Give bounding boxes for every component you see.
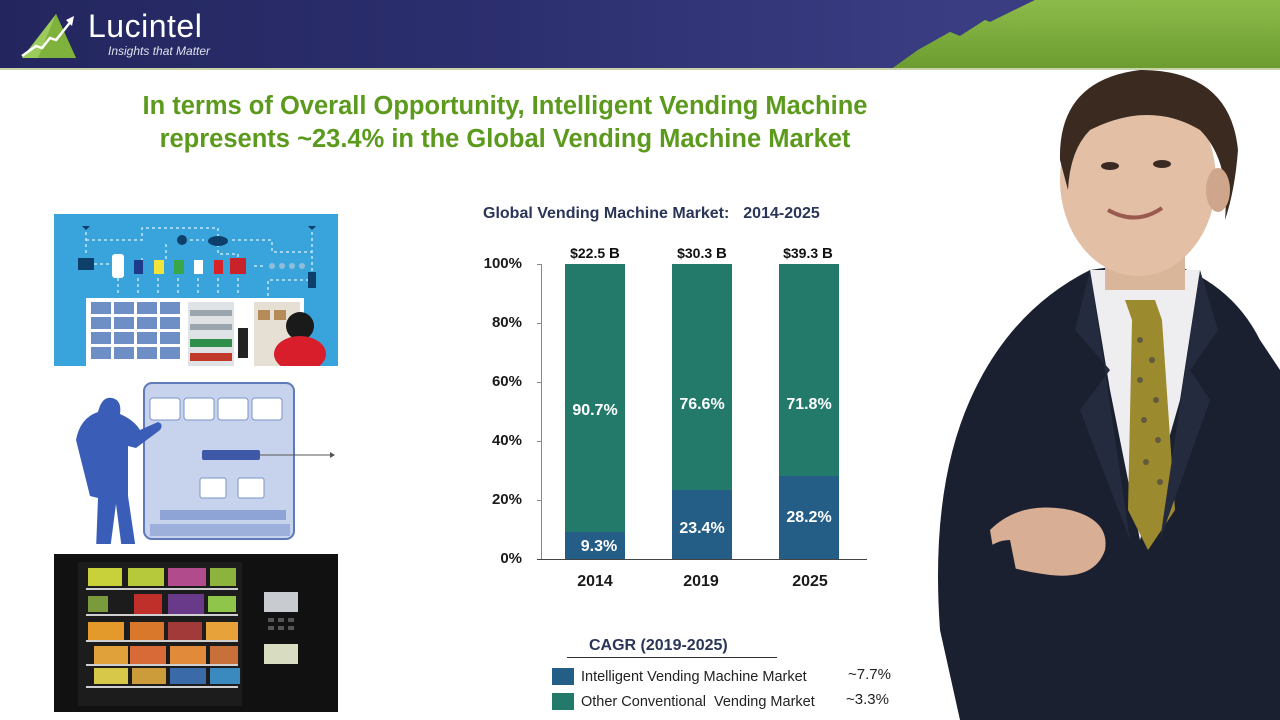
- chart-title-years: 2014-2025: [743, 205, 820, 222]
- presenter-video-overlay: [900, 70, 1280, 720]
- y-axis: [541, 264, 542, 560]
- y-tick: [537, 500, 542, 501]
- stacked-bar-2019: 76.6% 23.4%: [672, 264, 732, 559]
- y-tick: [537, 264, 542, 265]
- smart-vending-network-illustration: [54, 214, 338, 366]
- segment-value-label: 90.7%: [572, 402, 618, 419]
- y-tick-label: 100%: [483, 255, 522, 272]
- bar-segment-intelligent: 28.2%: [779, 476, 839, 559]
- legend-title-underline: [567, 657, 777, 658]
- x-axis: [537, 559, 867, 560]
- legend-swatch: [552, 668, 574, 685]
- bar-total-label: $39.3 B: [783, 245, 833, 262]
- legend-label: Intelligent Vending Machine Market: [581, 668, 807, 685]
- bar-segment-intelligent: 23.4%: [672, 490, 732, 559]
- snack-machine-icon: [54, 554, 338, 712]
- legend-swatch: [552, 693, 574, 710]
- segment-value-label: 9.3%: [580, 538, 618, 555]
- brand-logo: [18, 8, 80, 60]
- slide-title-line-2: represents ~23.4% in the Global Vending …: [159, 125, 851, 153]
- header-banner: Lucintel Insights that Matter: [0, 0, 1280, 70]
- chart-title: Global Vending Machine Market: 2014-2025: [483, 205, 820, 223]
- stacked-bar-2025: 71.8% 28.2%: [779, 264, 839, 559]
- bar-segment-other: 71.8%: [779, 264, 839, 476]
- vending-controller-diagram: [54, 378, 338, 544]
- brand-tagline: Insights that Matter: [108, 44, 211, 58]
- legend-cagr-value: ~3.3%: [846, 691, 889, 708]
- presenter-person-icon: [938, 70, 1280, 720]
- segment-value-label: 76.6%: [679, 396, 725, 413]
- growth-triangle-logo-icon: [21, 14, 76, 58]
- y-tick: [537, 441, 542, 442]
- snack-vending-machine-photo: [54, 554, 338, 712]
- y-tick: [537, 323, 542, 324]
- legend-cagr-value: ~7.7%: [848, 666, 891, 683]
- segment-value-label: 28.2%: [786, 509, 832, 526]
- x-tick-label: 2014: [577, 573, 613, 590]
- y-tick: [537, 382, 542, 383]
- y-tick-label: 80%: [491, 314, 522, 331]
- legend-item-intelligent: Intelligent Vending Machine Market: [552, 668, 807, 685]
- y-tick-label: 60%: [491, 373, 522, 390]
- brand-name: Lucintel: [88, 8, 203, 44]
- legend-item-other: Other Conventional Vending Market: [552, 693, 815, 710]
- bar-total-label: $30.3 B: [677, 245, 727, 262]
- slide-title-line-1: In terms of Overall Opportunity, Intelli…: [142, 92, 868, 120]
- legend-title: CAGR (2019-2025): [589, 637, 728, 654]
- header-divider: [0, 68, 1280, 70]
- slide-title: In terms of Overall Opportunity, Intelli…: [60, 90, 950, 156]
- legend-label: Other Conventional Vending Market: [581, 693, 815, 710]
- bar-segment-other: 76.6%: [672, 264, 732, 490]
- y-tick-label: 0%: [500, 550, 522, 567]
- header-navy-band: [0, 0, 1035, 70]
- bar-segment-other: 90.7%: [565, 264, 625, 532]
- x-tick-label: 2025: [792, 573, 828, 590]
- y-tick-label: 40%: [491, 432, 522, 449]
- stacked-bar-2014: 90.7% 9.3%: [565, 264, 625, 559]
- controller-diagram-icon: [54, 378, 338, 544]
- y-tick-label: 20%: [491, 491, 522, 508]
- x-tick-label: 2019: [683, 573, 719, 590]
- iot-vending-illustration-icon: [54, 214, 338, 366]
- segment-value-label: 23.4%: [679, 520, 725, 537]
- bar-total-label: $22.5 B: [570, 245, 620, 262]
- segment-value-label: 71.8%: [786, 396, 832, 413]
- chart-title-main: Global Vending Machine Market:: [483, 205, 730, 222]
- bar-segment-intelligent: 9.3%: [565, 532, 625, 559]
